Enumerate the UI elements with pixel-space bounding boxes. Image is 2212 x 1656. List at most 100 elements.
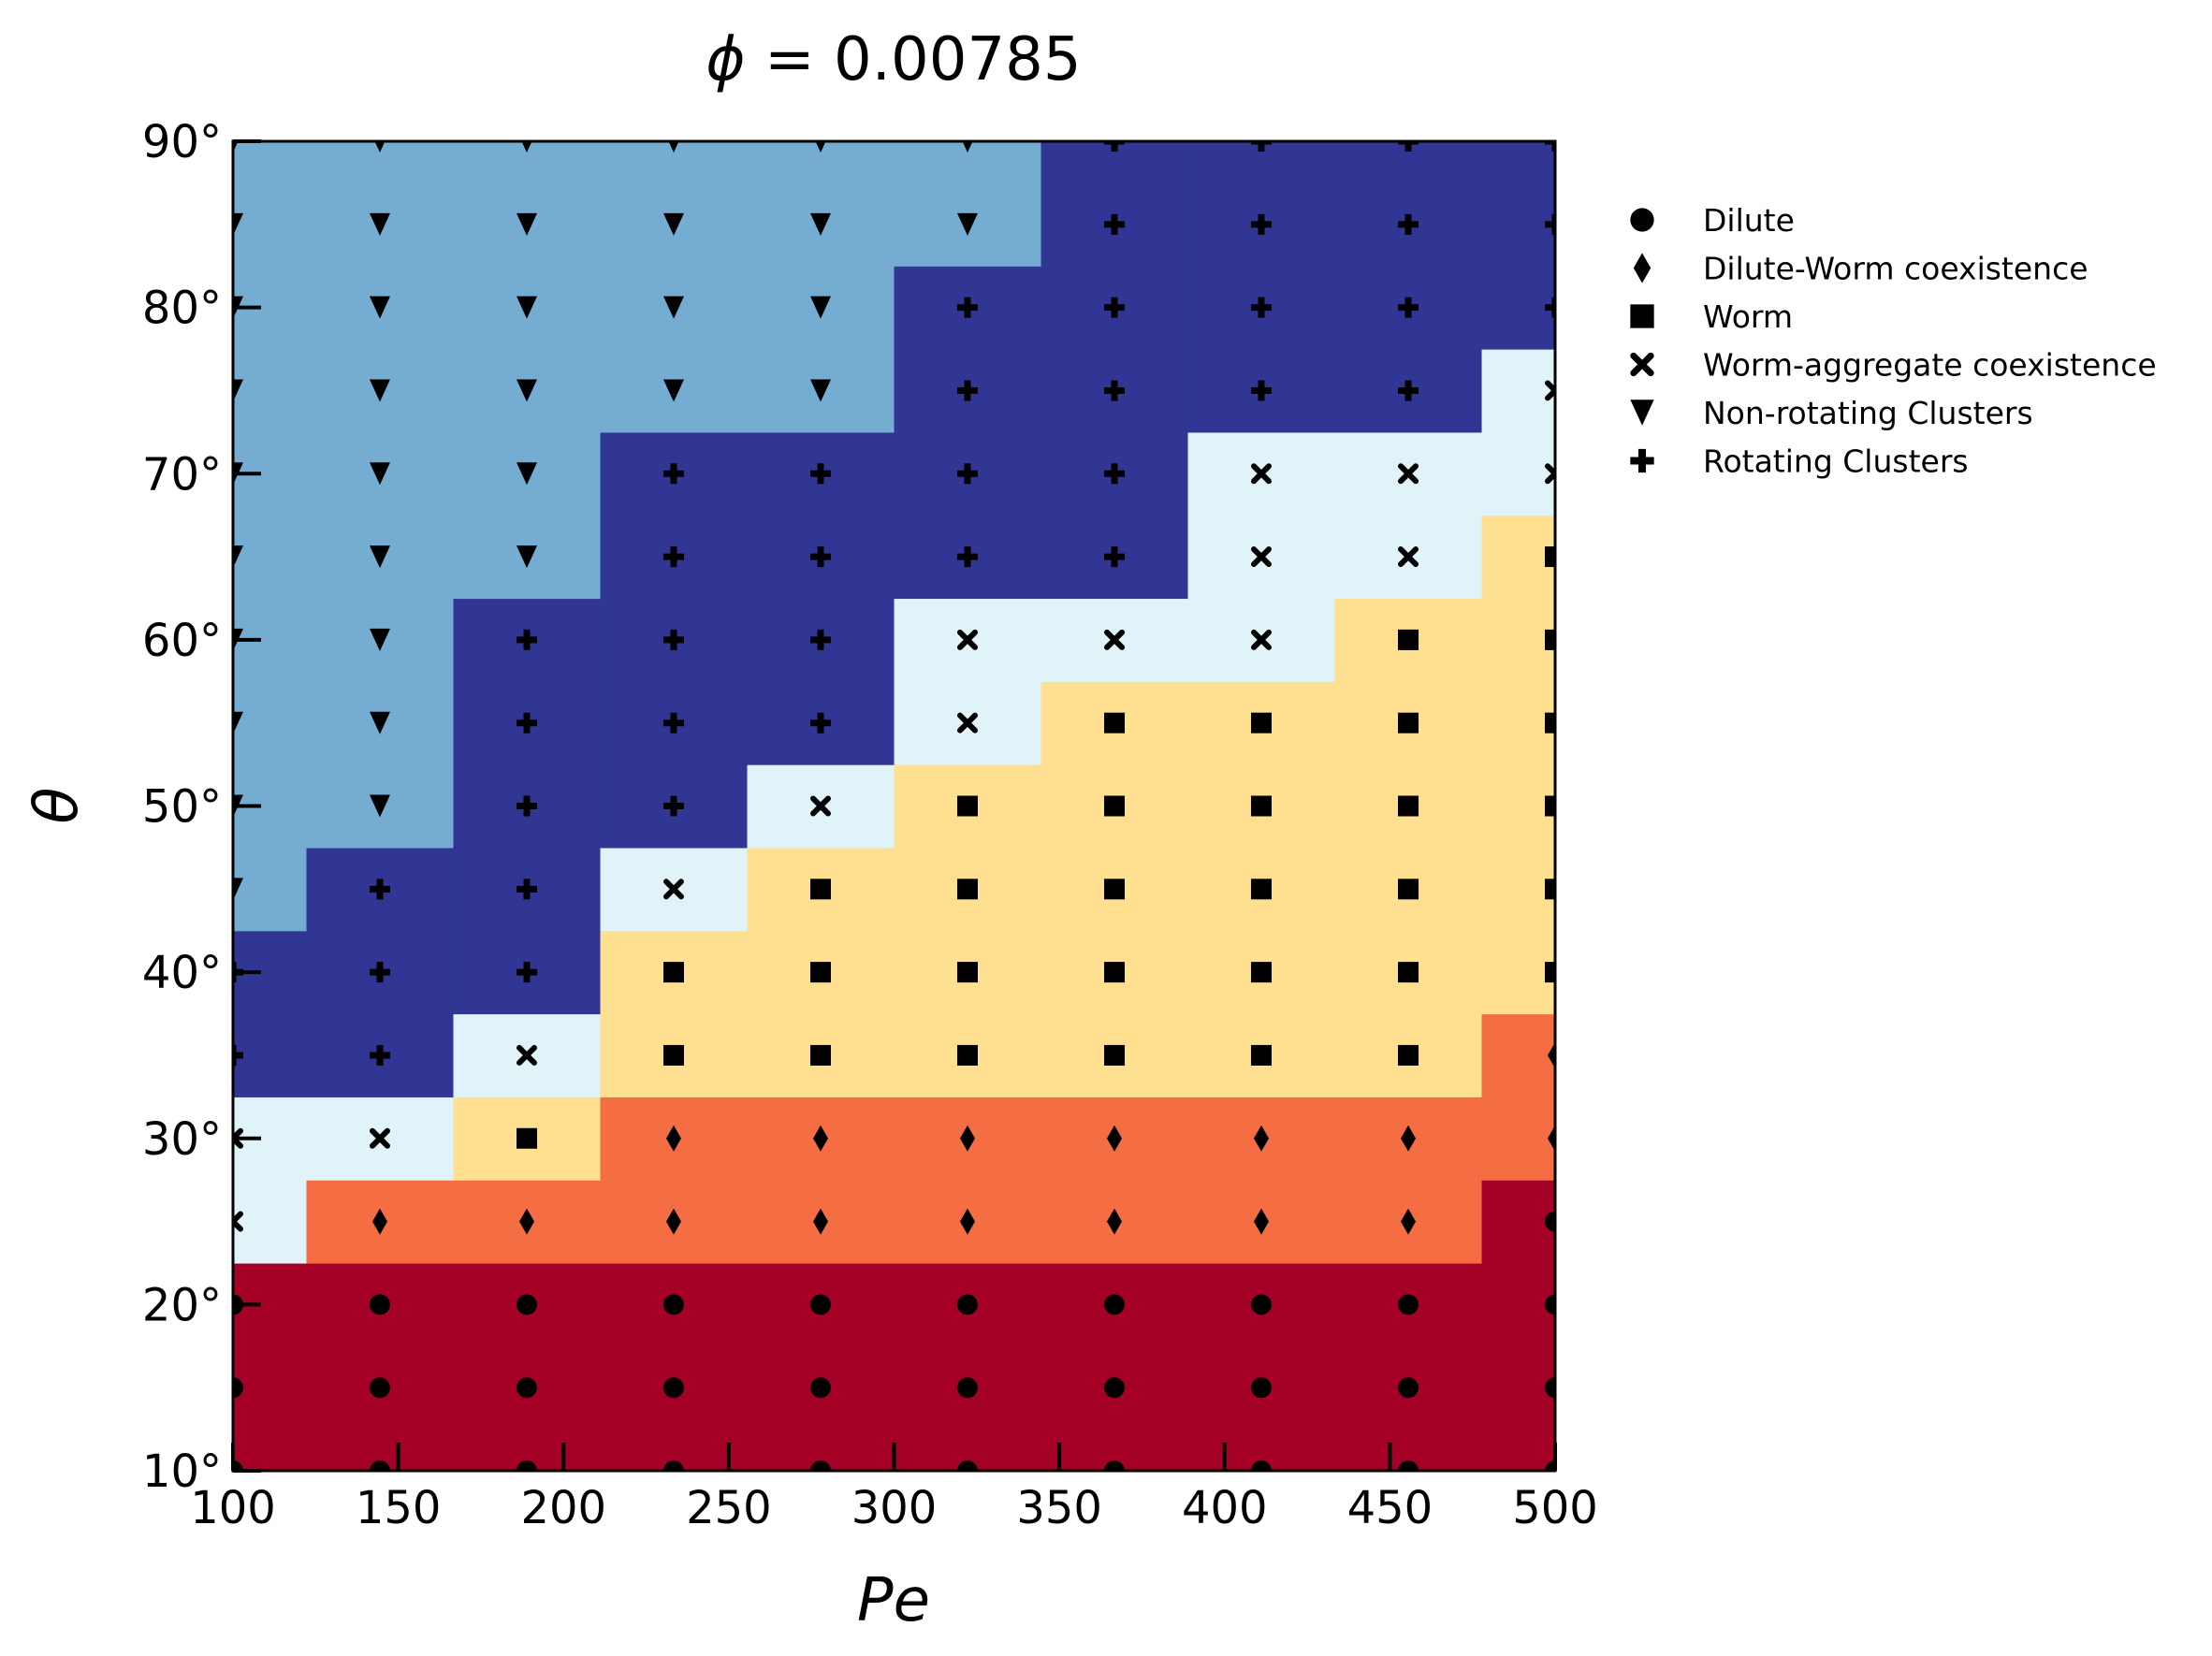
marker-dilute-worm-coexistence — [1548, 1125, 1555, 1152]
marker-dilute-worm-coexistence — [1401, 1125, 1417, 1152]
marker-dilute-worm-coexistence — [813, 1125, 829, 1152]
marker-non-rotating-clusters — [962, 141, 973, 153]
heatmap-cell-worm — [1481, 598, 1555, 682]
marker-worm — [1398, 879, 1419, 900]
marker-dilute — [1398, 1377, 1419, 1399]
heatmap-cell-worm — [1481, 764, 1555, 849]
legend-item-dilute: Dilute — [1630, 202, 1795, 239]
marker-worm-aggregate-coexistence — [369, 1127, 390, 1149]
legend-label: Dilute-Worm coexistence — [1703, 251, 2088, 287]
marker-worm — [1104, 1044, 1126, 1066]
y-tick-label: 50° — [142, 781, 222, 834]
x-tick-label: 200 — [520, 1482, 606, 1534]
marker-dilute-worm-coexistence — [519, 1208, 535, 1235]
x-axis-ticks: 100 150 200 250 300 350 400 450 500 — [190, 1443, 1598, 1534]
x-tick-label: 150 — [356, 1482, 442, 1534]
marker-worm — [1250, 712, 1272, 734]
marker-non-rotating-clusters — [369, 212, 390, 236]
x-tick-label: 350 — [1016, 1482, 1102, 1534]
marker-worm-aggregate-coexistence — [1104, 629, 1126, 650]
heatmap-cell-rotating-clusters — [1481, 141, 1555, 184]
marker-worm-aggregate-coexistence — [662, 879, 684, 900]
marker-rotating-clusters — [662, 629, 684, 650]
y-axis-ticks: 10° 20° 30° 40° 50° 60° 70° 80° 90° — [142, 116, 261, 1498]
legend-label: Dilute — [1703, 202, 1795, 239]
marker-rotating-clusters — [517, 879, 538, 900]
heatmap-cell-dilute — [1481, 1180, 1555, 1264]
y-tick-label: 80° — [142, 283, 222, 335]
marker-rotating-clusters — [810, 712, 832, 734]
marker-non-rotating-clusters — [521, 141, 532, 153]
legend-item-worm: Worm — [1630, 298, 1793, 335]
x-tick-label: 300 — [851, 1482, 938, 1534]
marker-dilute — [1250, 1294, 1272, 1315]
y-tick-label: 90° — [142, 116, 222, 168]
x-tick-label: 450 — [1347, 1482, 1433, 1534]
marker-dilute-worm-coexistence — [959, 1208, 975, 1235]
marker-non-rotating-clusters — [662, 212, 684, 236]
marker-non-rotating-clusters — [517, 545, 538, 569]
marker-non-rotating-clusters — [517, 212, 538, 236]
marker-rotating-clusters — [517, 712, 538, 734]
legend-marker-triangle-down — [1630, 399, 1654, 426]
marker-rotating-clusters — [956, 380, 978, 401]
y-tick-label: 70° — [142, 448, 222, 501]
marker-rotating-clusters — [956, 546, 978, 568]
marker-rotating-clusters — [1104, 463, 1126, 485]
marker-worm — [1398, 1044, 1419, 1066]
x-tick-label: 500 — [1512, 1482, 1598, 1534]
heatmap-cell-non-rotating-clusters — [233, 847, 308, 932]
marker-dilute — [369, 1460, 390, 1471]
marker-worm — [1545, 629, 1555, 650]
marker-worm — [1250, 962, 1272, 983]
marker-rotating-clusters — [662, 546, 684, 568]
marker-worm — [1545, 795, 1555, 817]
legend-marker-diamond — [1633, 253, 1652, 283]
marker-non-rotating-clusters — [668, 141, 679, 153]
heatmap-cell-worm — [1481, 515, 1555, 600]
marker-rotating-clusters — [1398, 213, 1419, 235]
marker-dilute — [956, 1460, 978, 1471]
x-axis-label: Pe — [857, 1566, 930, 1635]
marker-worm — [517, 1127, 538, 1149]
marker-dilute-worm-coexistence — [1107, 1125, 1123, 1152]
marker-dilute — [1398, 1460, 1419, 1471]
marker-dilute-worm-coexistence — [1401, 1208, 1417, 1235]
legend-label: Non-rotating Clusters — [1703, 395, 2033, 431]
marker-non-rotating-clusters — [374, 141, 386, 153]
marker-non-rotating-clusters — [662, 296, 684, 319]
marker-worm — [1398, 629, 1419, 650]
y-tick-label: 20° — [142, 1279, 222, 1331]
marker-dilute — [956, 1294, 978, 1315]
marker-rotating-clusters — [1251, 141, 1272, 152]
marker-non-rotating-clusters — [233, 212, 243, 236]
marker-worm — [956, 962, 978, 983]
marker-dilute — [369, 1377, 390, 1399]
marker-worm — [1398, 795, 1419, 817]
marker-dilute — [662, 1294, 684, 1315]
marker-worm — [1545, 962, 1555, 983]
heatmap-cell-dilute — [233, 1429, 308, 1471]
marker-dilute — [1545, 1377, 1555, 1399]
marker-worm-aggregate-coexistence — [956, 629, 978, 650]
marker-rotating-clusters — [1251, 213, 1272, 235]
legend-marker-square — [1630, 304, 1654, 328]
marker-non-rotating-clusters — [369, 628, 390, 651]
marker-dilute-worm-coexistence — [1253, 1208, 1269, 1235]
marker-dilute-worm-coexistence — [665, 1125, 681, 1152]
heatmap-cell-dilute — [1481, 1262, 1555, 1347]
marker-dilute — [517, 1294, 538, 1315]
marker-worm-aggregate-coexistence — [517, 1044, 538, 1066]
heatmap-cell-non-rotating-clusters — [233, 349, 308, 433]
marker-worm — [1250, 795, 1272, 817]
marker-non-rotating-clusters — [810, 296, 832, 319]
marker-rotating-clusters — [810, 546, 832, 568]
marker-rotating-clusters — [956, 463, 978, 485]
marker-dilute-worm-coexistence — [665, 1208, 681, 1235]
legend-item-non-rotating-clusters: Non-rotating Clusters — [1630, 395, 2033, 431]
y-axis-label: θ — [22, 787, 92, 823]
marker-worm — [662, 1044, 684, 1066]
marker-worm — [1250, 879, 1272, 900]
heatmap-cell-worm — [1481, 930, 1555, 1015]
